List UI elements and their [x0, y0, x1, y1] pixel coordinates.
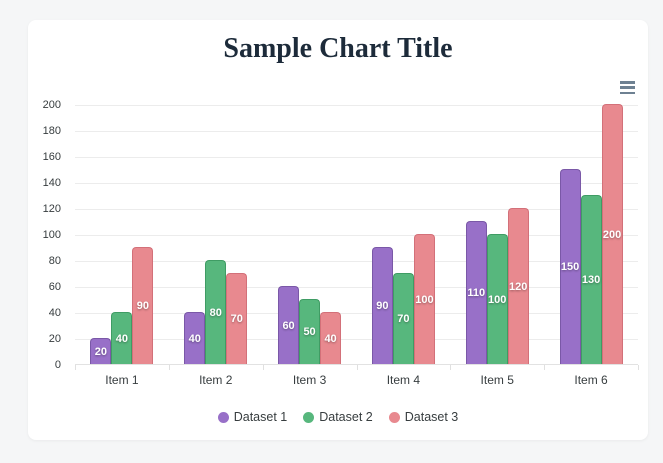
- legend-label: Dataset 1: [233, 410, 288, 424]
- x-axis-category-label: Item 3: [292, 373, 327, 387]
- x-axis-category-label: Item 2: [199, 373, 233, 387]
- gridline: [75, 235, 638, 236]
- bar-dataset3-item-3[interactable]: 40: [320, 312, 342, 364]
- bar-value-label: 120: [509, 280, 528, 293]
- bar-group: 40 80 70: [169, 105, 263, 364]
- gridline: [75, 131, 638, 132]
- bar-value-label: 200: [602, 228, 622, 241]
- bar-dataset1-item-1[interactable]: 20: [90, 338, 112, 364]
- legend-item-dataset1[interactable]: Dataset 1: [217, 410, 288, 424]
- legend-label: Dataset 2: [319, 410, 373, 424]
- x-axis-tick: [544, 365, 545, 370]
- gridline: [75, 287, 638, 288]
- gridline: [75, 339, 638, 340]
- x-axis-labels: Item 1 Item 2 Item 3 Item 4 Item 5 Item 6: [75, 373, 638, 387]
- y-axis-tick-label: 120: [42, 203, 61, 215]
- legend-marker-icon: [388, 411, 400, 423]
- bar-value-label: 50: [303, 326, 316, 338]
- bar-dataset1-item-3[interactable]: 60: [278, 286, 300, 364]
- menu-bar: [620, 86, 635, 89]
- bar-value-label: 80: [209, 306, 222, 319]
- y-axis-tick-label: 160: [42, 151, 61, 163]
- hamburger-menu-icon[interactable]: [619, 80, 637, 95]
- x-axis-tick: [75, 365, 76, 370]
- bar-dataset1-item-6[interactable]: 150: [559, 169, 581, 364]
- x-axis-category-label: Item 1: [105, 373, 139, 387]
- x-axis-tick: [169, 365, 170, 370]
- bar-dataset1-item-4[interactable]: 90: [371, 247, 393, 364]
- bar-value-label: 90: [136, 300, 150, 312]
- bar-group: 60 50 40: [263, 105, 357, 364]
- bar-value-label: 150: [560, 261, 580, 273]
- bar-dataset3-item-1[interactable]: 90: [132, 247, 154, 364]
- bar-dataset1-item-2[interactable]: 40: [184, 312, 206, 364]
- bar-group: 90 70 100: [356, 105, 450, 364]
- x-axis-category-label: Item 4: [386, 373, 421, 387]
- gridline: [75, 209, 638, 210]
- bar-group: 20 40 90: [75, 105, 169, 364]
- gridline: [75, 261, 638, 262]
- legend: Dataset 1 Dataset 2 Dataset 3: [28, 410, 648, 424]
- legend-label: Dataset 3: [404, 410, 459, 424]
- gridline: [75, 105, 638, 106]
- x-axis-category-label: Item 6: [574, 373, 608, 387]
- legend-item-dataset3[interactable]: Dataset 3: [388, 410, 459, 424]
- bar-dataset3-item-4[interactable]: 100: [413, 234, 435, 364]
- legend-item-dataset2[interactable]: Dataset 2: [303, 410, 373, 424]
- bar-value-label: 100: [488, 293, 507, 306]
- bar-value-label: 20: [94, 345, 108, 358]
- bar-dataset1-item-5[interactable]: 110: [465, 221, 487, 364]
- gridline: [75, 183, 638, 184]
- y-axis-tick-label: 0: [54, 359, 61, 371]
- bar-value-label: 70: [397, 313, 410, 325]
- legend-marker-icon: [303, 411, 315, 423]
- x-axis-tick: [263, 365, 264, 370]
- chart-title: Sample Chart Title: [223, 33, 453, 64]
- y-axis-tick-label: 20: [48, 333, 61, 345]
- y-axis-tick-label: 100: [42, 229, 61, 241]
- bar-dataset3-item-6[interactable]: 200: [601, 104, 623, 364]
- bar-value-label: 110: [467, 287, 486, 299]
- gridline: [75, 313, 638, 314]
- bar-dataset2-item-1[interactable]: 40: [111, 312, 133, 364]
- menu-bar: [620, 91, 635, 94]
- bar-dataset3-item-5[interactable]: 120: [507, 208, 529, 364]
- bar-value-label: 70: [230, 313, 243, 325]
- bar-value-label: 100: [415, 293, 434, 306]
- legend-marker-icon: [217, 411, 229, 423]
- bar-dataset2-item-4[interactable]: 70: [392, 273, 414, 364]
- y-axis-tick-label: 140: [42, 177, 61, 189]
- x-axis-tick: [357, 365, 358, 370]
- x-axis-category-label: Item 5: [480, 373, 514, 387]
- plot-area: 20 40 90 40 80 70 60 50 40 90 70 100 110 100 120 150 130…: [75, 104, 639, 370]
- bar-value-label: 40: [115, 332, 129, 345]
- y-axis-tick-label: 80: [48, 255, 61, 267]
- bar-value-label: 40: [324, 332, 337, 345]
- gridline: [75, 157, 638, 158]
- bar-dataset3-item-2[interactable]: 70: [226, 273, 248, 364]
- y-axis-tick-label: 180: [42, 125, 61, 137]
- x-axis-tick: [638, 365, 639, 370]
- y-axis: 0 20 40 60 80 100 120 140 160 180 200: [28, 99, 68, 371]
- bar-group: 150 130 200: [544, 104, 638, 364]
- x-axis-tick: [450, 365, 451, 370]
- bar-value-label: 40: [188, 332, 201, 345]
- bar-dataset2-item-2[interactable]: 80: [205, 260, 227, 364]
- bar-dataset2-item-6[interactable]: 130: [580, 195, 602, 364]
- bar-groups-container: 20 40 90 40 80 70 60 50 40 90 70 100 110 100 120 150 130…: [75, 104, 638, 364]
- menu-bar: [620, 81, 635, 84]
- bar-value-label: 130: [581, 274, 601, 286]
- bar-dataset2-item-3[interactable]: 50: [299, 299, 321, 364]
- y-axis-tick-label: 200: [42, 99, 61, 111]
- y-axis-tick-label: 40: [48, 307, 61, 319]
- y-axis-tick-label: 60: [48, 281, 61, 293]
- bar-value-label: 90: [376, 300, 389, 312]
- bar-value-label: 60: [282, 319, 295, 332]
- bar-group: 110 100 120: [450, 105, 544, 364]
- bar-dataset2-item-5[interactable]: 100: [486, 234, 508, 364]
- chart-card: Sample Chart Title 0 20 40 60 80 100 120 140 160…: [28, 20, 648, 440]
